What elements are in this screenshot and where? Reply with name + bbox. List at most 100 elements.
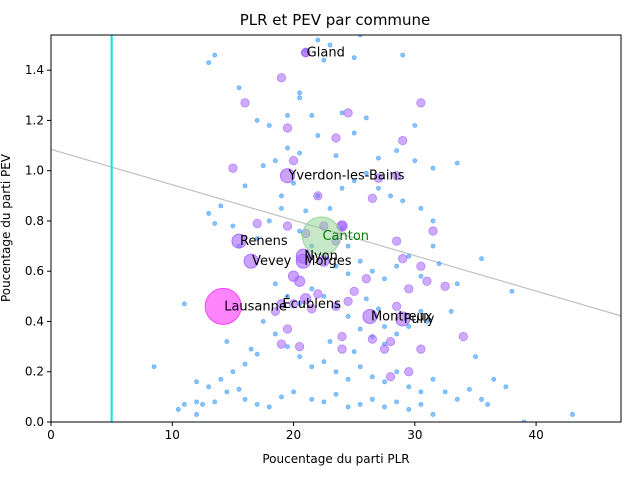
data-point-small [309, 364, 315, 370]
data-point-small [454, 160, 460, 166]
data-point-small [212, 52, 218, 58]
data-point-small [309, 396, 315, 402]
data-point-small [412, 123, 418, 128]
data-point-small [242, 396, 248, 402]
data-point-small [345, 404, 351, 410]
data-point-small [369, 268, 375, 274]
data-point-small [357, 258, 363, 264]
data-point-small [376, 185, 381, 191]
data-point-small [297, 354, 303, 360]
data-point-medium [313, 289, 323, 299]
data-point-small [285, 145, 290, 151]
data-point-small [151, 364, 157, 370]
data-point-small [285, 344, 290, 350]
data-point-small [357, 326, 363, 332]
data-point-small [345, 314, 351, 319]
data-point-small [218, 203, 224, 209]
data-point-small [369, 396, 375, 402]
data-point-small [448, 309, 454, 314]
data-point-medium [288, 156, 299, 166]
data-point-medium [385, 336, 396, 347]
data-point-small [224, 389, 230, 395]
data-point-small [321, 293, 327, 299]
data-point-small [430, 376, 436, 382]
y-tick-label: 0.6 [25, 264, 44, 278]
data-point-medium [331, 301, 341, 312]
data-point-small [194, 399, 199, 405]
data-point-small [406, 384, 412, 390]
data-point-small [260, 319, 266, 324]
data-point-small [254, 236, 260, 241]
data-point-small [345, 376, 351, 382]
y-tick-label: 1.0 [25, 164, 44, 178]
y-tick-label: 0.2 [25, 365, 44, 379]
data-point-small [194, 412, 199, 417]
data-point-small [254, 402, 260, 407]
data-point-small [236, 386, 242, 392]
data-point-small [430, 218, 436, 224]
data-point-medium [282, 221, 293, 231]
data-point-small [351, 178, 357, 184]
data-point-medium [416, 344, 426, 354]
y-tick-label: 1.2 [25, 113, 44, 127]
data-point-small [369, 374, 375, 380]
data-point-small [254, 118, 260, 123]
data-point-small [327, 42, 333, 48]
data-point-medium [307, 304, 317, 314]
data-point-medium [337, 331, 347, 342]
data-point-medium [392, 171, 402, 181]
data-point-small [266, 404, 272, 410]
point-label-nyon: Nyon [304, 249, 338, 264]
x-tick-label: 30 [407, 428, 422, 442]
data-point-yverdon-les-bains [279, 168, 295, 184]
data-point-medium [276, 339, 287, 349]
data-point-medium [428, 226, 438, 236]
data-point-small [376, 306, 381, 312]
data-point-small [315, 37, 321, 43]
x-tick-label: 0 [47, 428, 55, 442]
axes-frame [50, 34, 622, 423]
data-point-small [479, 256, 484, 262]
point-label-canton: Canton [322, 229, 369, 244]
data-point-small [357, 402, 363, 407]
data-point-small [412, 158, 418, 164]
data-point-small [509, 288, 515, 294]
data-point-small [321, 399, 327, 405]
x-tick-label: 20 [286, 428, 301, 442]
data-point-small [297, 150, 303, 156]
data-point-small [285, 293, 290, 299]
data-point-large [318, 255, 330, 267]
data-point-medium [385, 372, 396, 382]
data-point-small [236, 85, 242, 91]
data-point-small [467, 386, 472, 392]
y-tick-label: 0.4 [25, 314, 44, 328]
data-point-small [175, 407, 181, 412]
data-point-small [406, 253, 412, 259]
x-axis-label: Poucentage du parti PLR [262, 452, 409, 466]
point-label-vevey: Vevey [252, 254, 292, 269]
data-point-medium [288, 299, 299, 309]
y-tick-label: 0.0 [25, 415, 44, 429]
data-point-small [382, 276, 387, 282]
data-point-small [485, 402, 490, 407]
data-point-small [194, 379, 199, 385]
x-tick-label: 40 [528, 428, 543, 442]
data-point-small [182, 301, 187, 307]
data-point-small [297, 90, 303, 96]
data-point-small [388, 193, 393, 199]
data-point-small [272, 158, 278, 164]
data-point-renens [231, 233, 247, 249]
data-point-small [418, 389, 424, 395]
data-point-medium [343, 296, 353, 306]
data-point-medium [458, 331, 468, 342]
data-point-small [333, 153, 339, 159]
data-point-small [418, 402, 424, 407]
data-point-pully [395, 311, 411, 327]
data-point-small [321, 57, 327, 63]
data-point-medium [343, 108, 353, 118]
data-point-small [382, 404, 387, 410]
data-point-small [266, 123, 272, 128]
data-point-small [327, 205, 333, 211]
data-point-small [418, 205, 424, 211]
data-point-medium [337, 344, 347, 354]
